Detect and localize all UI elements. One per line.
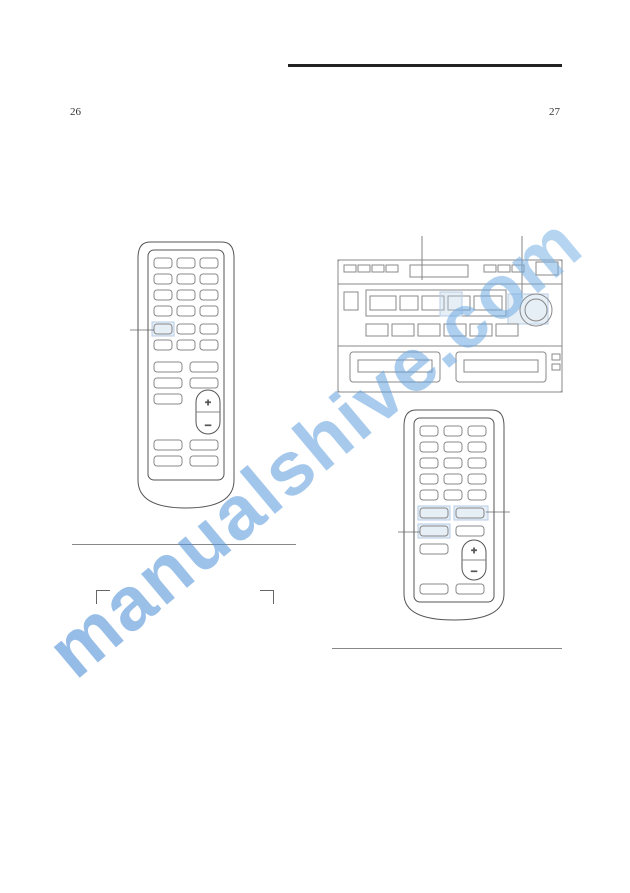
plus-icon: + (471, 546, 477, 557)
minus-icon: – (205, 420, 211, 431)
display-frame (96, 590, 274, 632)
header-rule (288, 64, 562, 67)
remote-right-figure: + – (398, 408, 510, 628)
minus-icon: – (471, 566, 477, 577)
plus-icon: + (205, 398, 211, 409)
stereo-figure (336, 236, 564, 396)
page-number-right: 27 (549, 106, 560, 118)
separator-right (332, 648, 562, 649)
separator-left (72, 544, 296, 545)
remote-left-figure: + – (130, 240, 242, 520)
page-number-left: 26 (70, 106, 81, 118)
